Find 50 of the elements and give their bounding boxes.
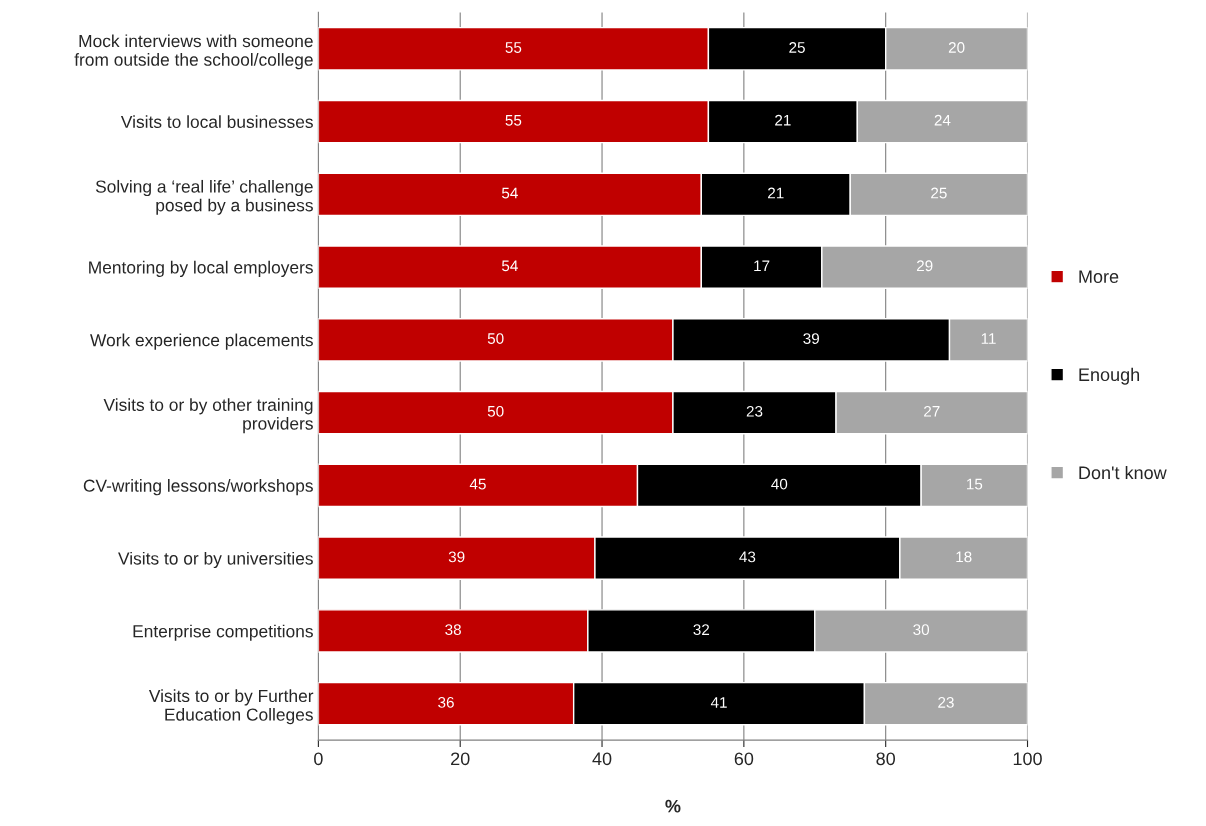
data-label: 54 <box>501 260 518 272</box>
data-label: 29 <box>916 260 933 272</box>
data-label: 39 <box>448 551 465 563</box>
y-tick-label: Visits to local businesses <box>120 115 313 129</box>
y-tick-label: Visits to or by other training providers <box>103 398 313 434</box>
x-axis-title: % <box>665 799 681 813</box>
data-label: 36 <box>438 696 454 708</box>
data-label: 50 <box>487 405 504 417</box>
data-label: 54 <box>501 187 518 199</box>
data-label: 21 <box>768 187 784 199</box>
data-label: 32 <box>693 624 710 636</box>
data-label: 24 <box>934 114 951 126</box>
data-label: 50 <box>487 333 504 344</box>
data-label: 39 <box>803 333 819 344</box>
data-label: 23 <box>746 405 763 417</box>
data-label: 21 <box>775 114 791 126</box>
data-label: 38 <box>445 624 461 636</box>
data-label: 23 <box>938 696 954 708</box>
data-label: 43 <box>739 551 756 563</box>
data-label: 40 <box>771 478 788 490</box>
data-label: 27 <box>924 405 940 417</box>
y-tick-label: Mock interviews with someone from outside the school/college <box>74 34 313 70</box>
x-tick-label: 60 <box>734 752 754 766</box>
data-label: 45 <box>469 478 486 490</box>
data-label: 30 <box>913 624 930 636</box>
x-tick-label: 20 <box>451 752 470 766</box>
data-label: 15 <box>967 478 983 490</box>
y-tick-label: Mentoring by local employers <box>89 260 313 277</box>
legend-label: Don't know <box>1079 465 1167 480</box>
x-tick-label: 100 <box>1013 752 1042 766</box>
y-tick-label: Visits to or by universities <box>118 551 313 569</box>
data-label: 25 <box>789 42 805 53</box>
data-label: 55 <box>505 114 522 126</box>
data-label: 11 <box>981 333 996 344</box>
x-tick-label: 0 <box>314 752 323 766</box>
data-label: 25 <box>931 187 947 199</box>
y-tick-label: Visits to or by Further Education Colleges <box>148 689 314 725</box>
y-tick-label: Solving a ‘real life’ challenge posed by a business <box>95 179 313 215</box>
legend-label: Enough <box>1079 367 1140 385</box>
y-tick-label: Enterprise competitions <box>133 624 313 641</box>
y-tick-label: CV-writing lessons/workshops <box>83 479 313 496</box>
data-label: 20 <box>948 42 965 53</box>
y-tick-label: Work experience placements <box>90 333 313 350</box>
data-label: 55 <box>505 42 522 53</box>
data-label: 17 <box>754 260 770 272</box>
data-label: 41 <box>710 697 727 708</box>
x-tick-label: 80 <box>876 752 896 766</box>
x-tick-label: 40 <box>592 752 612 766</box>
data-label: 18 <box>956 551 972 563</box>
legend-label: More <box>1079 270 1119 284</box>
